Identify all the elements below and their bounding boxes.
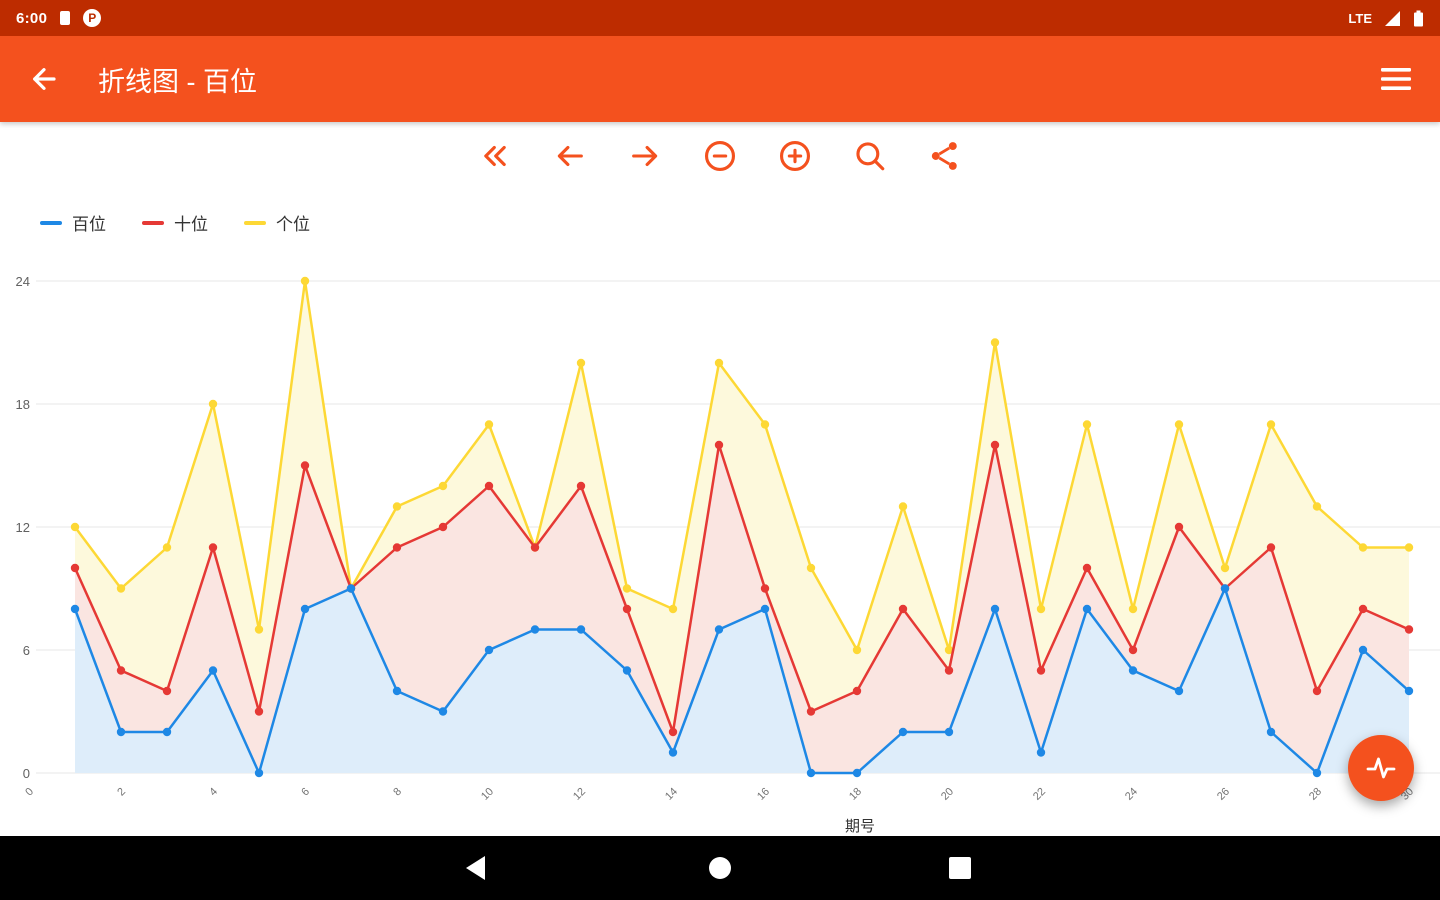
app-bar: 折线图 - 百位 [0,36,1440,122]
svg-text:26: 26 [1215,786,1232,803]
svg-text:16: 16 [755,786,772,803]
notification-icon [59,10,71,26]
plus-circle-icon [778,139,812,173]
menu-button[interactable] [1378,61,1414,97]
svg-text:12: 12 [571,786,588,803]
svg-text:18: 18 [16,397,30,412]
svg-text:24: 24 [1123,786,1140,803]
p-badge-icon: P [83,9,102,27]
legend-item-gewei[interactable]: 个位 [244,210,310,235]
svg-text:12: 12 [16,520,30,535]
legend-label: 十位 [174,215,208,234]
skip-back-button[interactable] [478,139,512,173]
zoom-in-button[interactable] [778,139,812,173]
legend-marker-yellow [244,220,266,225]
arrow-right-icon [628,139,662,173]
legend-item-baiwei[interactable]: 百位 [40,210,106,235]
waveform-icon [1363,750,1399,786]
android-nav-bar [0,836,1440,900]
svg-text:6: 6 [23,643,30,658]
svg-text:14: 14 [663,786,680,803]
legend-label: 个位 [276,215,310,234]
zoom-out-button[interactable] [703,139,737,173]
nav-home-icon [707,855,733,881]
status-bar: 6:00 P LTE [0,0,1440,36]
svg-text:22: 22 [1031,786,1048,803]
share-button[interactable] [928,139,962,173]
status-bar-right: LTE [1348,10,1424,27]
search-button[interactable] [853,139,887,173]
nav-recents-icon [948,856,972,880]
page-title: 折线图 - 百位 [98,66,257,97]
double-chevron-left-icon [478,139,512,173]
hamburger-icon [1381,66,1411,92]
arrow-left-icon [553,139,587,173]
pan-left-button[interactable] [553,139,587,173]
nav-recents-button[interactable] [948,856,972,880]
signal-strength-icon [1384,10,1401,27]
chart-toolbar [0,122,1440,190]
battery-icon [1413,10,1424,27]
svg-text:24: 24 [16,274,30,289]
svg-text:28: 28 [1307,786,1324,803]
legend-item-shiwei[interactable]: 十位 [142,210,208,235]
share-icon [928,139,962,173]
legend-label: 百位 [72,215,106,234]
nav-back-icon [464,855,486,881]
nav-back-button[interactable] [464,855,486,881]
svg-text:0: 0 [23,766,30,781]
legend-marker-red [142,220,164,225]
back-button[interactable] [26,61,62,97]
svg-text:18: 18 [847,786,864,803]
network-type-label: LTE [1348,10,1372,26]
svg-text:8: 8 [391,786,404,799]
arrow-back-icon [28,63,60,95]
chart-area: 百位 十位 个位 0 6 12 18 24 0 2 4 6 8 10 12 14 16 18 20 22 24 26… [0,190,1440,836]
search-icon [853,139,887,173]
svg-text:期号: 期号 [845,818,875,835]
chart-legend: 百位 十位 个位 [40,210,310,235]
svg-text:20: 20 [939,786,956,803]
svg-text:10: 10 [479,786,496,803]
chart-type-fab[interactable] [1348,735,1414,801]
legend-marker-blue [40,220,62,225]
minus-circle-icon [703,139,737,173]
svg-text:4: 4 [207,786,220,799]
svg-text:6: 6 [299,786,312,799]
svg-text:0: 0 [23,786,36,799]
svg-text:2: 2 [115,786,128,799]
pan-right-button[interactable] [628,139,662,173]
status-bar-left: 6:00 P [16,9,102,27]
clock: 6:00 [16,9,48,27]
nav-home-button[interactable] [707,855,733,881]
